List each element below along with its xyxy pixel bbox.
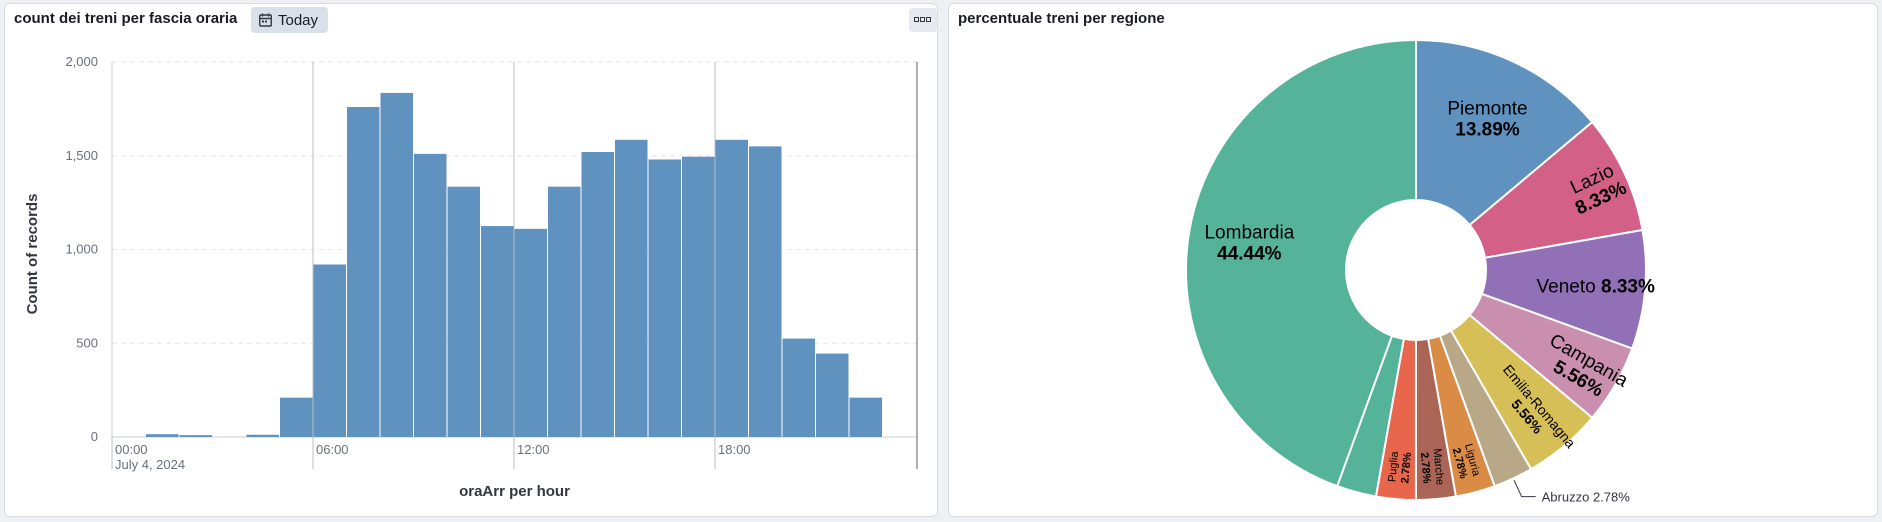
- histogram-bar[interactable]: [380, 92, 414, 437]
- slice-label: Marche: [1431, 448, 1446, 486]
- slice-percent: 2.78%: [1418, 452, 1433, 484]
- histogram-bar[interactable]: [246, 434, 280, 437]
- pie-slice[interactable]: [1185, 38, 1417, 488]
- y-axis-title: Count of records: [24, 194, 41, 315]
- x-date-label: July 4, 2024: [115, 457, 185, 472]
- y-tick-label: 0: [91, 429, 98, 444]
- histogram-bar[interactable]: [481, 226, 514, 437]
- histogram-bar[interactable]: [313, 264, 347, 438]
- slice-label: Abruzzo 2.78%: [1542, 490, 1631, 505]
- histogram-bar[interactable]: [816, 353, 849, 437]
- histogram-bar[interactable]: [715, 139, 749, 437]
- histogram-bar[interactable]: [782, 338, 816, 437]
- slice-label: Veneto 8.33%: [1537, 277, 1655, 298]
- calendar-icon: [259, 13, 272, 27]
- y-tick-label: 2,000: [65, 54, 98, 69]
- time-range-badge[interactable]: Today: [251, 7, 329, 33]
- histogram-bar[interactable]: [347, 107, 380, 437]
- histogram-panel: count dei treni per fascia oraria Today …: [4, 3, 938, 517]
- panel-title: count dei treni per fascia oraria: [14, 10, 238, 27]
- y-tick-label: 1,000: [65, 242, 98, 257]
- slice-percent: 13.89%: [1455, 120, 1520, 141]
- slice-label: Piemonte: [1447, 99, 1527, 120]
- histogram-bar[interactable]: [414, 153, 447, 437]
- x-tick-label: 06:00: [316, 442, 349, 457]
- panel-menu-button[interactable]: [909, 8, 937, 32]
- time-range-label: Today: [278, 11, 319, 29]
- options-icon: [914, 17, 931, 22]
- x-tick-label: 12:00: [517, 442, 550, 457]
- slice-percent: 44.44%: [1217, 244, 1282, 265]
- pie-slice[interactable]: [1415, 38, 1594, 227]
- histogram-bar[interactable]: [280, 397, 313, 437]
- x-axis-title: oraArr per hour: [459, 483, 570, 500]
- histogram-bar[interactable]: [447, 186, 481, 437]
- histogram-bar[interactable]: [849, 397, 883, 437]
- histogram-bar[interactable]: [682, 156, 715, 437]
- histogram-bar[interactable]: [648, 159, 682, 438]
- histogram-bar[interactable]: [146, 434, 179, 437]
- histogram-bar[interactable]: [581, 152, 615, 437]
- histogram-bar[interactable]: [548, 186, 581, 437]
- histogram-bar[interactable]: [615, 139, 648, 437]
- leader-line: [1513, 480, 1536, 498]
- slice-label: Puglia: [1386, 450, 1401, 482]
- histogram-chart: 0 500 1,000 1,500 2,000 00:00 06:00 12:00 18:00 J…: [24, 54, 918, 500]
- x-tick-label: 00:00: [115, 442, 148, 457]
- y-tick-label: 1,500: [65, 148, 98, 163]
- donut-panel: percentuale treni per regione Piemonte 13…: [948, 3, 1878, 517]
- y-tick-label: 500: [76, 335, 98, 350]
- slice-label: Lombardia: [1204, 223, 1294, 244]
- panel-title: percentuale treni per regione: [958, 10, 1165, 27]
- x-tick-label: 18:00: [718, 442, 751, 457]
- histogram-bar[interactable]: [179, 435, 213, 437]
- slice-percent: 2.78%: [1399, 452, 1414, 484]
- histogram-bar[interactable]: [514, 228, 548, 437]
- histogram-bar[interactable]: [749, 146, 782, 437]
